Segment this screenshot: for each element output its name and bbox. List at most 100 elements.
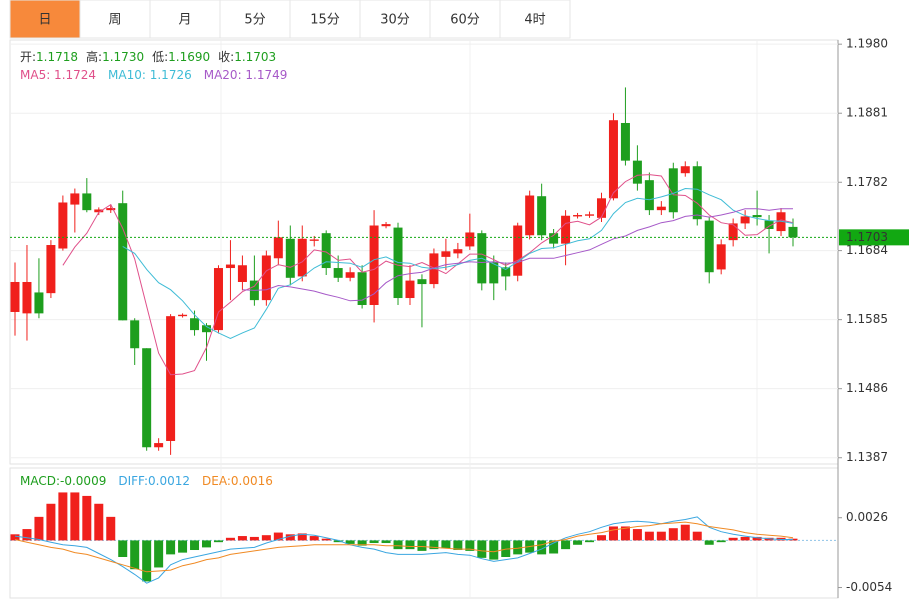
macd-bar (321, 538, 331, 541)
tab-label[interactable]: 日 (38, 13, 51, 28)
tab[interactable] (9, 0, 81, 39)
tab[interactable] (359, 0, 431, 39)
macd-bar (477, 540, 487, 558)
y-tick-label: -0.0054 (846, 580, 892, 594)
macd-bar (465, 540, 475, 551)
macd-bar (453, 540, 463, 551)
tab-label[interactable]: 15分 (310, 13, 340, 28)
candle-body (237, 265, 247, 282)
macd-bar (34, 516, 44, 541)
macd-bar (202, 540, 212, 548)
macd-bar (537, 540, 547, 555)
candle-body (692, 166, 702, 220)
tab[interactable] (219, 0, 291, 39)
macd-panel (9, 467, 839, 599)
tab[interactable] (289, 0, 361, 39)
candle-body (405, 280, 415, 299)
tab[interactable] (149, 0, 221, 39)
tab-label[interactable]: 4时 (524, 13, 545, 28)
candle-body (644, 180, 654, 211)
macd-legend-item: DIFF:0.0012 (118, 474, 190, 488)
candle-body (154, 443, 164, 448)
candle-body (297, 238, 307, 277)
ohlc-key: 低: (152, 50, 168, 64)
y-tick-label: 0.0026 (846, 510, 888, 524)
macd-bar (704, 540, 714, 545)
tab[interactable] (429, 0, 501, 39)
macd-bar (369, 540, 379, 544)
candle-body (321, 233, 331, 269)
candle-body (166, 316, 176, 441)
candle-body (34, 292, 44, 314)
macd-bar (58, 492, 68, 541)
ma-legend: MA5: 1.1724 MA10: 1.1726 MA20: 1.1749 (20, 68, 287, 82)
macd-bar (178, 540, 188, 553)
macd-bar (752, 536, 762, 541)
candle-body (333, 268, 343, 278)
candle-body (501, 267, 511, 277)
candle-body (549, 233, 559, 244)
ma-line (62, 174, 794, 376)
y-tick-label: 1.1387 (846, 450, 888, 464)
candle-body (285, 238, 295, 278)
macd-bar (154, 540, 164, 568)
candle-body (453, 249, 463, 254)
ma-legend-item: MA10: 1.1726 (108, 68, 192, 82)
candle-body (82, 193, 92, 211)
macd-bar (213, 540, 223, 543)
macd-bar (70, 492, 80, 541)
candle-body (656, 206, 666, 211)
macd-bar (249, 536, 259, 541)
candle-body (417, 279, 427, 285)
ohlc-value: 1.1718 (36, 50, 78, 64)
candle-body (596, 198, 606, 218)
candle-body (585, 214, 595, 216)
candle-body (261, 255, 271, 301)
candle-body (381, 224, 391, 227)
macd-bar (225, 537, 235, 541)
macd-bar (22, 529, 32, 541)
last-price-label: 1.1703 (846, 230, 888, 244)
tab-label[interactable]: 60分 (450, 13, 480, 28)
macd-bar (573, 540, 583, 545)
macd-bar (716, 540, 726, 543)
ohlc-key: 收: (218, 50, 234, 64)
candle-body (118, 203, 128, 321)
tab-label[interactable]: 月 (178, 13, 191, 28)
candle-body (273, 237, 283, 259)
tab-label[interactable]: 30分 (380, 13, 410, 28)
macd-bar (620, 526, 630, 541)
y-tick-label: 1.1585 (846, 312, 888, 326)
macd-bar (585, 540, 595, 543)
ohlc-legend: 开:1.1718 高:1.1730 低:1.1690 收:1.1703 (20, 49, 276, 64)
tab-label[interactable]: 周 (108, 13, 121, 28)
macd-bar (237, 536, 247, 541)
candle-body (225, 264, 235, 269)
tab[interactable] (499, 0, 571, 39)
tab-label[interactable]: 5分 (244, 13, 265, 28)
y-tick-label: 1.1684 (846, 243, 888, 257)
macd-bar (441, 540, 451, 549)
candle-body (357, 272, 367, 305)
macd-legend-item: DEA:0.0016 (202, 474, 273, 488)
y-tick-label: 1.1486 (846, 381, 888, 395)
candle-body (309, 239, 319, 241)
macd-bar (46, 503, 56, 541)
ma-legend-item: MA20: 1.1749 (204, 68, 288, 82)
candle-body (190, 318, 200, 331)
candle-body (46, 245, 56, 294)
macd-bar (10, 534, 20, 541)
macd-bar (345, 540, 355, 544)
candle-body (513, 225, 523, 276)
macd-bar (309, 536, 319, 541)
candle-body (752, 215, 762, 218)
macd-bar (656, 531, 666, 541)
macd-bar (261, 535, 271, 541)
tab[interactable] (79, 0, 151, 39)
macd-bar (692, 531, 702, 541)
candle-body (668, 168, 678, 213)
candle-body (620, 122, 630, 161)
candle-body (22, 281, 32, 314)
ohlc-key: 开: (20, 50, 36, 64)
candle-body (130, 320, 140, 349)
